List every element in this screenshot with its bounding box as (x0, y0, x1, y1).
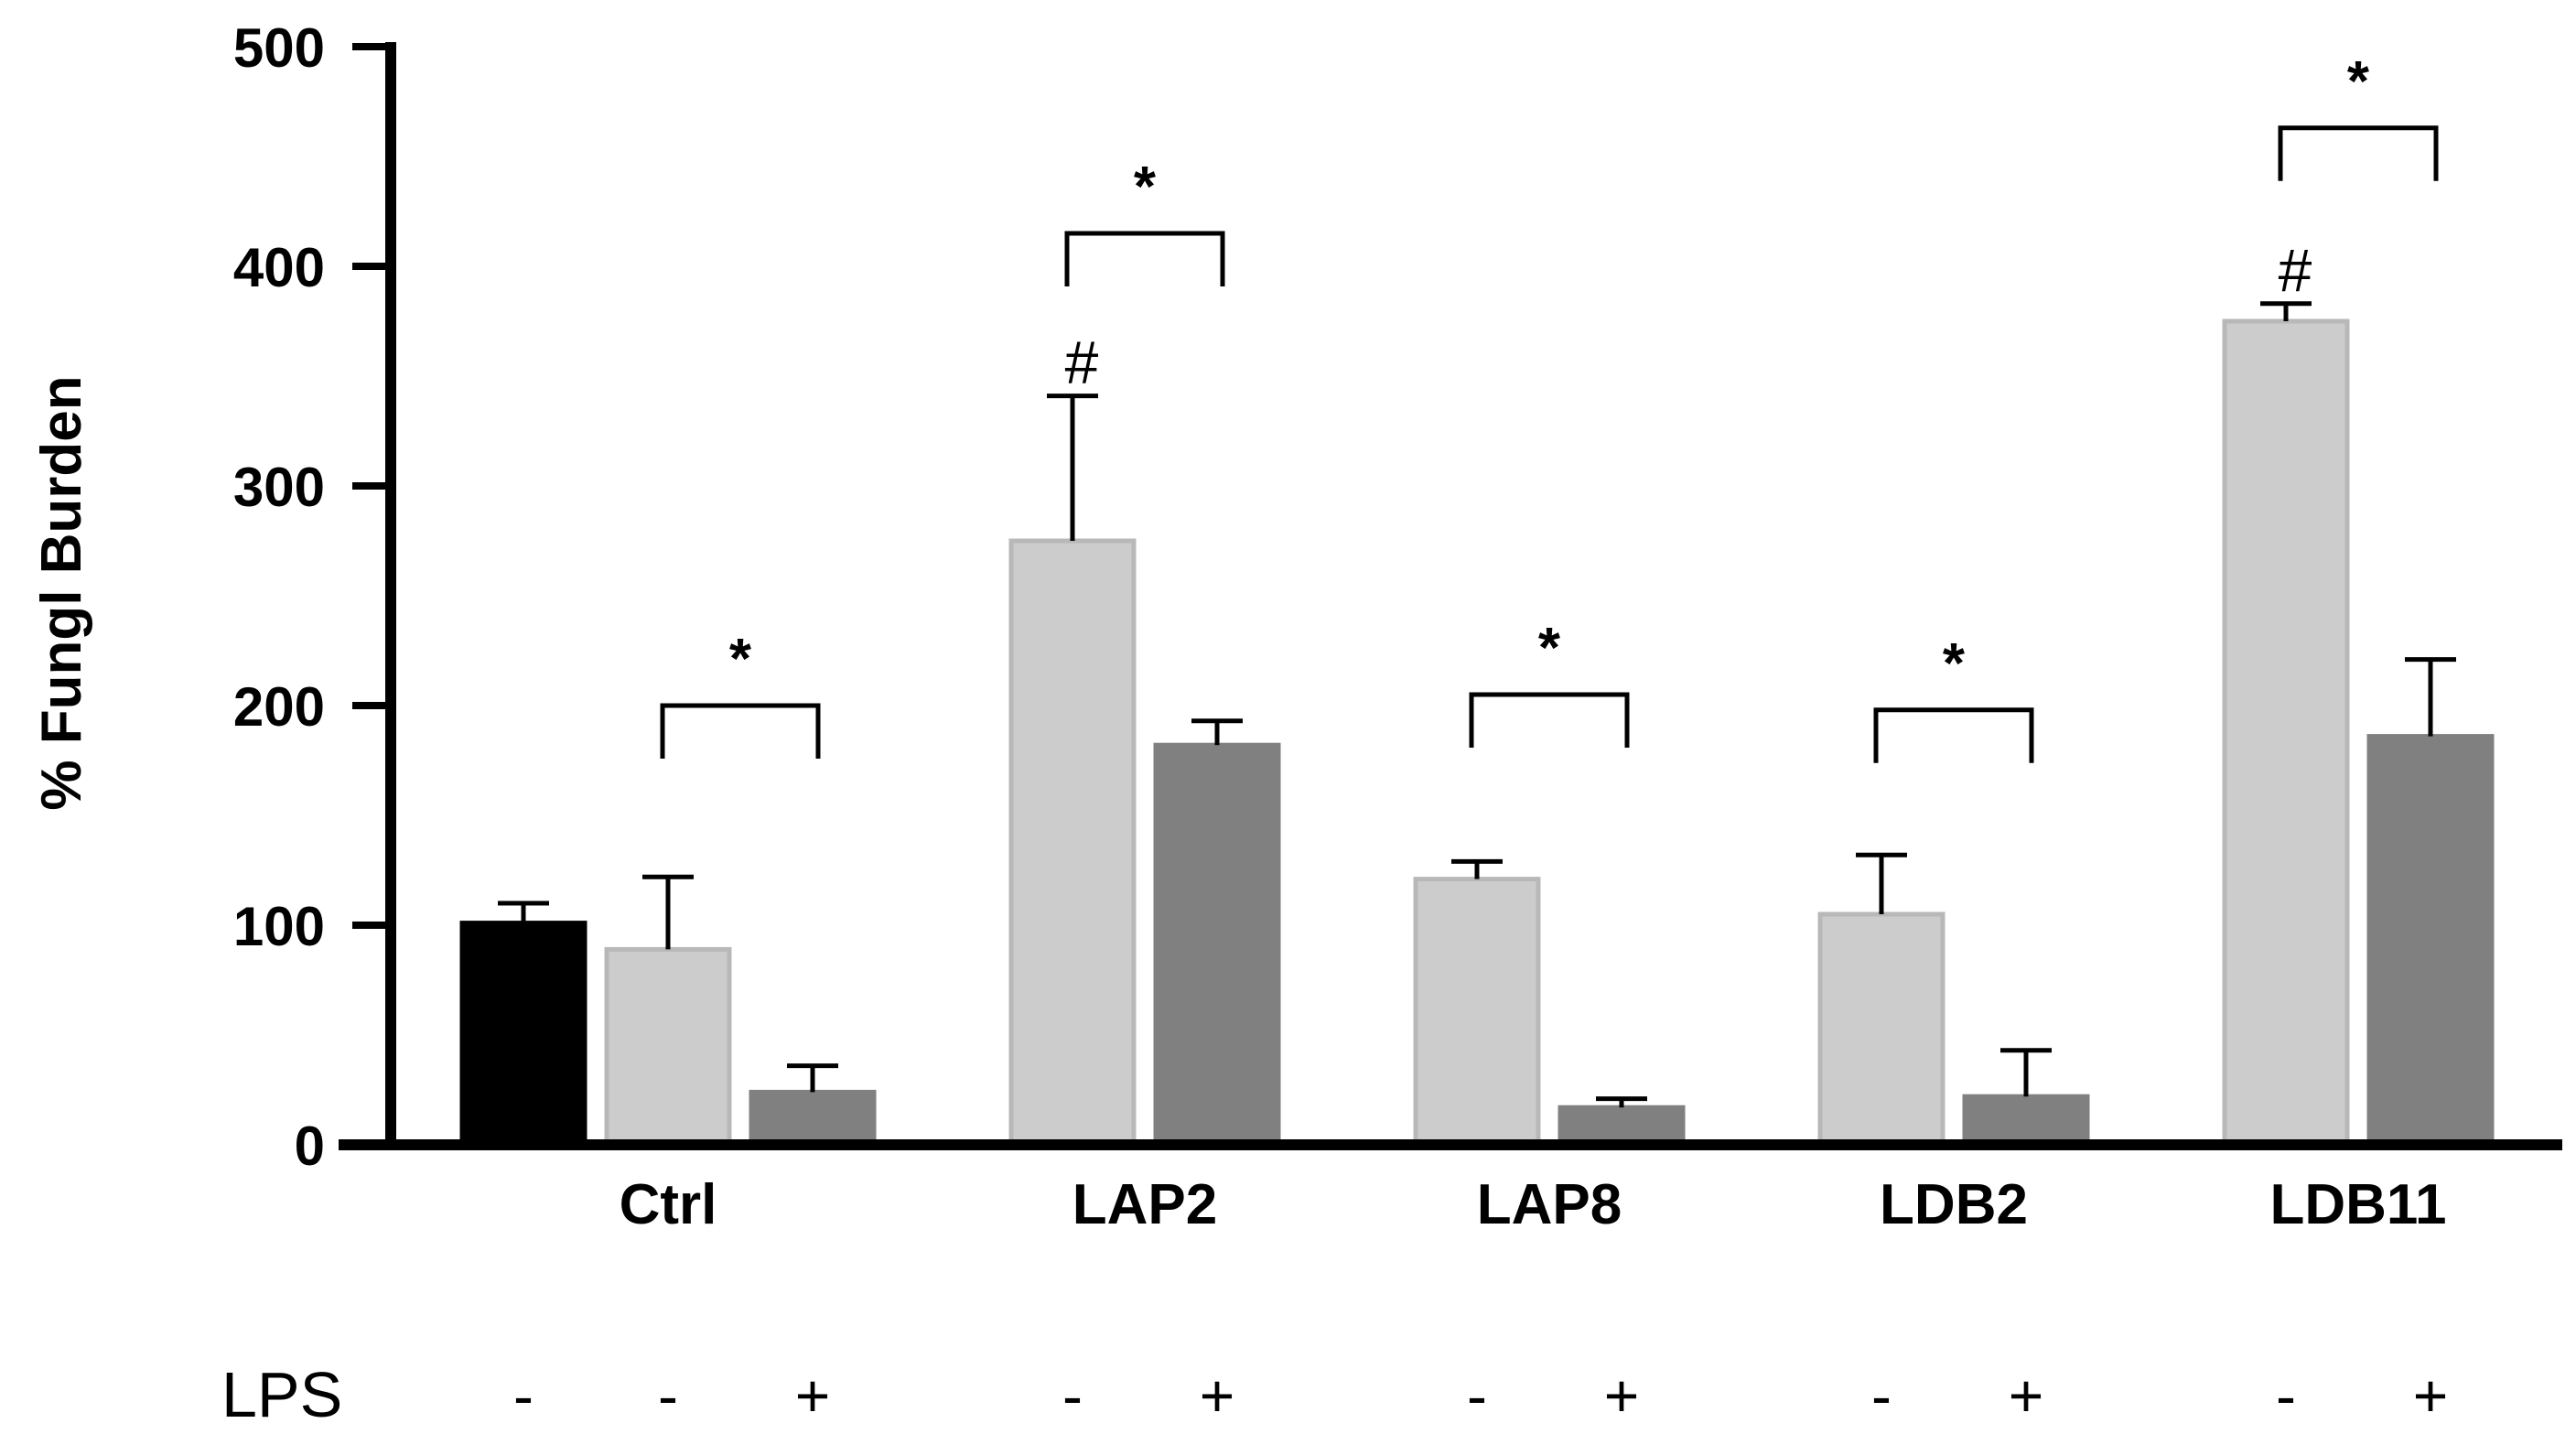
significance-star-3: * (1943, 632, 1966, 695)
lps-sign-8: + (2009, 1362, 2044, 1429)
lps-sign-9: - (2276, 1362, 2296, 1429)
significance-bracket-2 (1469, 692, 1630, 748)
group-label-ldb2: LDB2 (1880, 1173, 2028, 1236)
lps-sign-2: + (795, 1362, 831, 1429)
significance-star-1: * (1134, 156, 1157, 219)
bar-ldb2-no-lps-7 (1817, 911, 1945, 1148)
bar-ctrl-no-lps-0 (459, 921, 587, 1148)
group-label-ctrl: Ctrl (620, 1173, 717, 1236)
y-tick-label: 0 (295, 1116, 325, 1177)
lps-sign-5: - (1467, 1362, 1487, 1429)
bar-lap8-lps-6 (1557, 1105, 1686, 1148)
y-ticks-layer: 0 100 200 300 400 500 (233, 17, 391, 1177)
hash-mark-lap2: # (1065, 329, 1099, 396)
error-bars-layer (498, 301, 2456, 1108)
group-label-ldb11: LDB11 (2270, 1173, 2447, 1236)
significance-bracket-1 (1064, 231, 1225, 286)
labels-layer: % Fungl Burden LPS - - + - + - + - + - + Ctrl LAP2 LA… (30, 375, 2448, 1430)
bar-ldb11-no-lps-9 (2222, 318, 2350, 1148)
y-tick-label: 300 (233, 457, 325, 518)
bar-ctrl-no-lps-1 (604, 946, 732, 1148)
y-tick-label: 100 (233, 896, 325, 957)
lps-sign-0: - (513, 1362, 534, 1429)
lps-sign-10: + (2413, 1362, 2449, 1429)
bar-ldb11-lps-10 (2366, 734, 2495, 1148)
group-label-lap8: LAP8 (1477, 1173, 1622, 1236)
bars-layer (459, 318, 2495, 1148)
lps-sign-1: - (658, 1362, 678, 1429)
bar-ldb2-lps-8 (1962, 1094, 2090, 1148)
significance-bracket-3 (1873, 707, 2034, 763)
lps-sign-3: - (1062, 1362, 1083, 1429)
bar-ctrl-lps-2 (749, 1089, 877, 1148)
hash-mark-ldb11: # (2279, 236, 2312, 304)
y-tick-label: 500 (233, 17, 325, 79)
significance-star-4: * (2347, 50, 2370, 113)
lps-sign-4: + (1200, 1362, 1235, 1429)
lps-sign-6: + (1604, 1362, 1640, 1429)
group-label-lap2: LAP2 (1072, 1173, 1217, 1236)
lps-sign-7: - (1871, 1362, 1892, 1429)
y-tick-label: 400 (233, 237, 325, 298)
bar-lap2-lps-4 (1153, 742, 1281, 1148)
y-tick-label: 200 (233, 676, 325, 738)
bar-lap8-no-lps-5 (1413, 877, 1541, 1148)
significance-star-0: * (729, 628, 752, 691)
axes-layer (339, 42, 2562, 1150)
significance-bracket-4 (2278, 125, 2439, 181)
significance-star-2: * (1538, 617, 1561, 680)
bar-lap2-no-lps-3 (1008, 538, 1137, 1148)
y-axis-title: % Fungl Burden (30, 375, 93, 810)
significance-bracket-0 (660, 703, 821, 759)
significance-layer: # # * * * * * (660, 50, 2439, 763)
lps-row-label: LPS (221, 1359, 342, 1430)
